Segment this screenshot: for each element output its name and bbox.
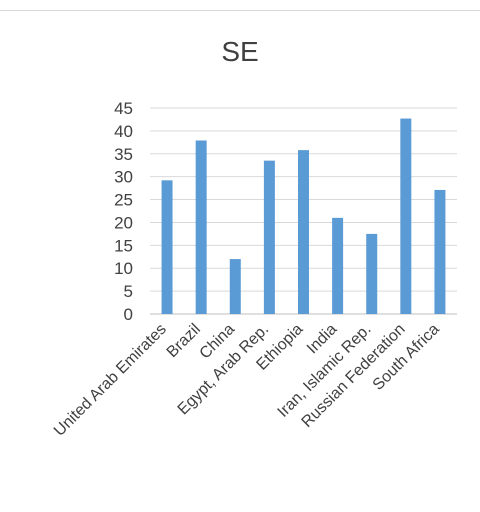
bar xyxy=(332,217,344,314)
bar xyxy=(400,118,412,314)
y-tick-label: 10 xyxy=(114,259,133,278)
y-tick-label: 0 xyxy=(124,305,133,324)
y-tick-label: 40 xyxy=(114,122,133,141)
y-tick-label: 5 xyxy=(124,282,133,301)
y-tick-label: 30 xyxy=(114,168,133,187)
top-divider xyxy=(0,10,480,11)
x-tick-label: Brazil xyxy=(164,321,204,361)
chart-title: SE xyxy=(221,36,259,67)
y-tick-label: 35 xyxy=(114,145,133,164)
bar xyxy=(195,140,207,314)
bar xyxy=(434,189,446,314)
bar xyxy=(366,233,378,314)
y-tick-label: 25 xyxy=(114,191,133,210)
y-tick-label: 45 xyxy=(114,99,133,118)
bar xyxy=(298,150,309,314)
y-tick-label: 20 xyxy=(114,213,133,232)
y-tick-label: 15 xyxy=(114,236,133,255)
x-tick-label: United Arab Emirates xyxy=(51,321,170,440)
bar xyxy=(229,259,241,314)
bar xyxy=(263,160,275,314)
bar xyxy=(161,180,173,314)
